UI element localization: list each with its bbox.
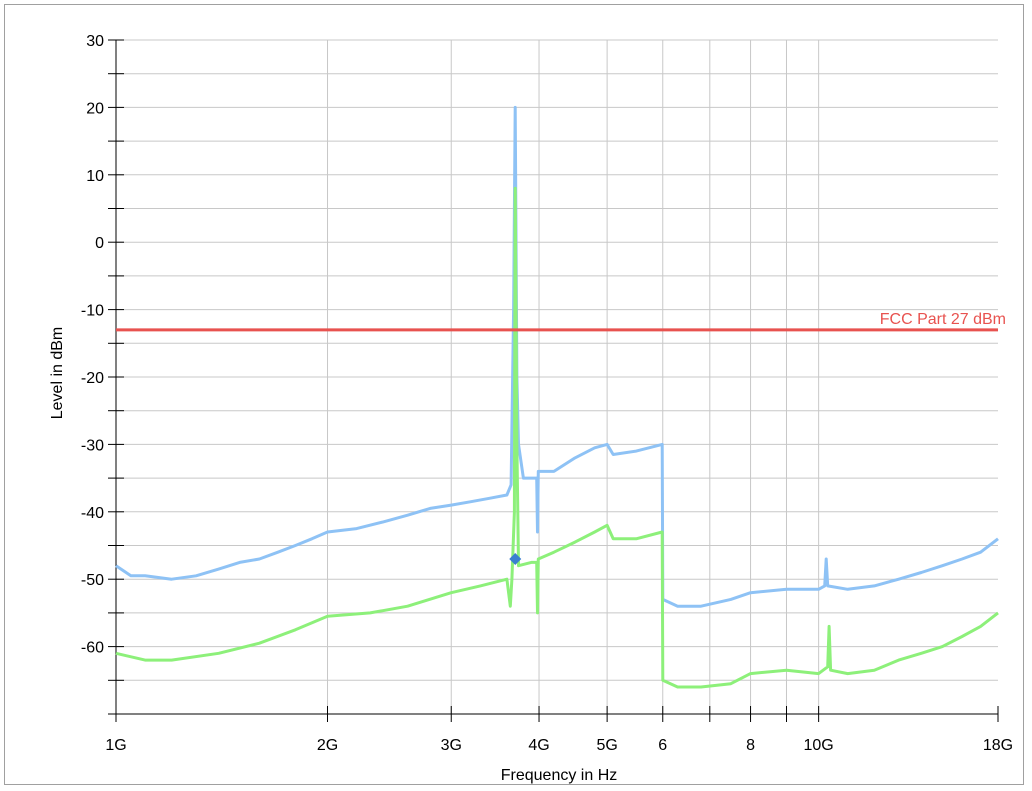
- x-tick-label: 6: [658, 737, 667, 754]
- x-tick-label: 2G: [317, 737, 338, 754]
- x-axis-title: Frequency in Hz: [501, 767, 618, 784]
- marker-diamond: [509, 552, 522, 565]
- y-tick-label: -10: [81, 303, 104, 320]
- y-tick-label: -40: [81, 505, 104, 522]
- y-tick-label: -30: [81, 437, 104, 454]
- y-axis-title: Level in dBm: [49, 327, 66, 420]
- x-tick-label: 8: [746, 737, 755, 754]
- y-tick-label: 20: [86, 100, 104, 117]
- chart-frame: [4, 4, 1024, 785]
- x-tick-label: 4G: [528, 737, 549, 754]
- limit-line-label: FCC Part 27 dBm: [880, 311, 1006, 328]
- x-tick-label: 18G: [983, 737, 1013, 754]
- x-tick-label: 10G: [804, 737, 834, 754]
- x-tick-label: 1G: [105, 737, 126, 754]
- y-tick-label: -60: [81, 640, 104, 657]
- y-tick-label: 0: [95, 235, 104, 252]
- series-line-1: [115, 105, 999, 608]
- series-line-2: [115, 186, 999, 689]
- x-tick-label: 3G: [441, 737, 462, 754]
- y-tick-label: -20: [81, 370, 104, 387]
- y-tick-label: -50: [81, 572, 104, 589]
- x-tick-label: 5G: [596, 737, 617, 754]
- y-tick-label: 30: [86, 33, 104, 50]
- y-tick-label: 10: [86, 168, 104, 185]
